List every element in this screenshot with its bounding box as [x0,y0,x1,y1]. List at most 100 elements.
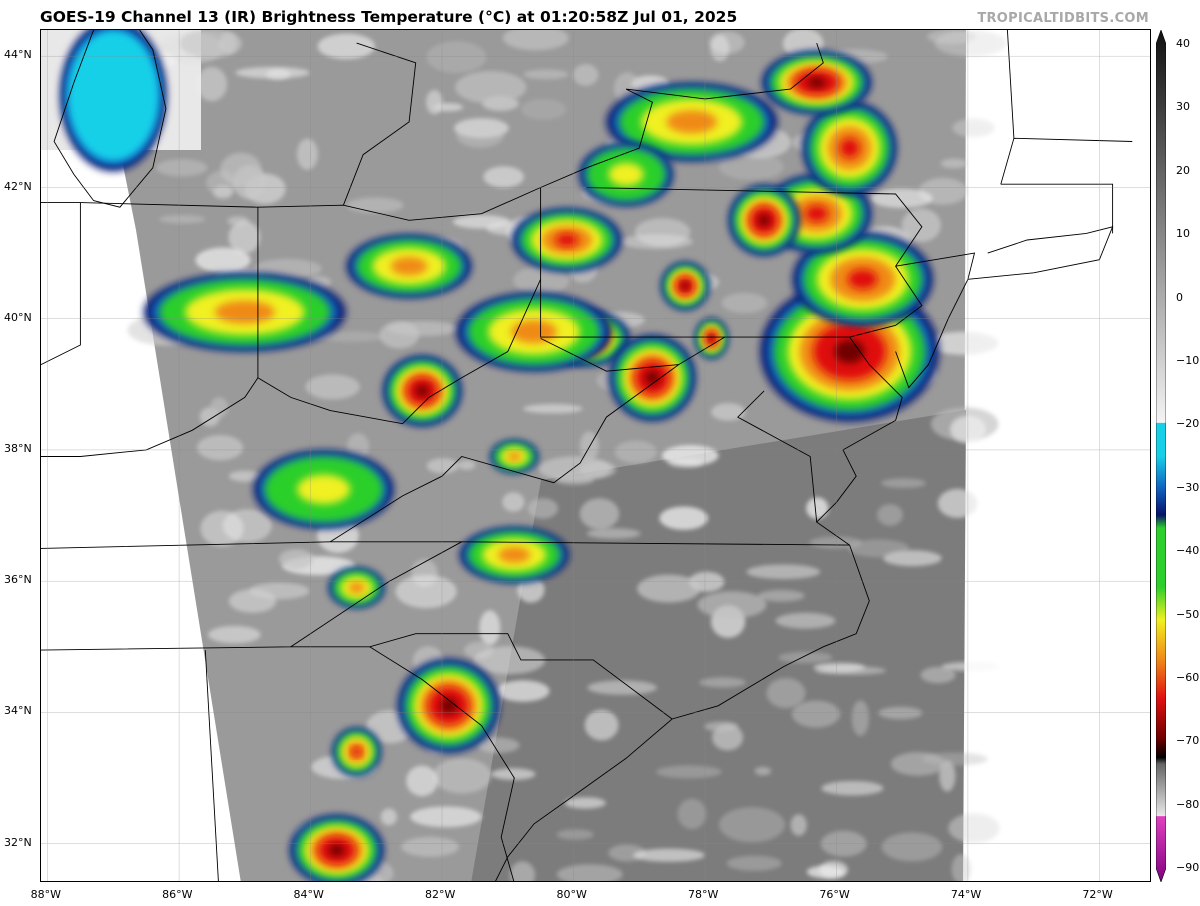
cloud-patch [379,321,420,349]
cloud-patch [456,123,504,148]
boundary-line [540,187,923,338]
boundary-line [1006,30,1015,139]
cloud-patch [940,158,968,169]
colorbar-tick-label: −70 [1176,734,1200,748]
cloud-patch [821,781,884,796]
cloud-patch [927,331,999,355]
boundary-line [41,541,462,651]
cloud-patch [806,865,845,879]
storm-cell-band [498,546,531,563]
cloud-patch [901,208,941,242]
cloud-patch [556,829,594,840]
cloud-patch [782,30,824,59]
cloud-patch [410,806,482,828]
colorbar-tick-label: 40 [1176,37,1190,50]
boundary-line [369,646,515,881]
storm-cell-band [805,205,829,222]
colorbar-tick-label: −90 [1176,861,1200,874]
boundary-line [41,42,824,221]
storm-cell-band [297,474,351,505]
cloud-patch [766,678,806,709]
boundary-line [204,650,219,881]
boundary-line [257,207,542,425]
cloud-patch [677,798,707,830]
cloud-patch [426,41,487,74]
cloud-patch [491,768,536,780]
latitude-tick-label: 44°N [4,48,32,62]
cloud-patch [208,626,261,644]
storm-cell [456,293,612,371]
boundary-line [737,390,818,523]
cloud-patch [513,266,570,295]
colorbar-tick-label: −60 [1176,670,1200,684]
cloud-patch [790,814,807,836]
colorbar-tick-label: −10 [1176,353,1200,367]
storm-cell [347,235,472,298]
cloud-patch [527,498,559,519]
cloud-patch [179,30,242,59]
longitude-tick-label: 74°W [950,888,982,901]
cloud-patch [659,506,708,530]
cloud-patch [952,118,995,138]
cloud-patch [939,760,956,792]
graticule-layer [41,30,1150,881]
latitude-tick-label: 32°N [4,835,32,849]
cloud-patch [200,510,244,547]
storm-cell [460,527,569,582]
cloud-patch [881,478,926,488]
cloud-patch [948,813,1000,843]
source-credit: TROPICALTIDBITS.COM [977,11,1149,26]
cloud-patch [718,153,784,180]
cloud-patch [346,197,404,213]
storm-cell-band [834,339,865,364]
cloud-patch [523,69,569,80]
cloud-patch [934,30,1007,57]
storm-cell-band [440,697,458,714]
colorbar-tick-label: −80 [1176,797,1200,811]
cloud-patch [210,397,229,418]
cloud-patch [395,574,457,609]
storm-cell [144,273,346,351]
colorbar-tick-label: 0 [1176,290,1183,304]
cloud-patch [305,374,360,400]
storm-cell [512,209,622,271]
cloud-patch [523,404,583,414]
longitude-tick-label: 82°W [425,888,456,901]
storm-cell-band [847,269,878,290]
storm-cell-band [390,257,428,276]
storm-cell-band [645,370,660,385]
storm-cell-band [507,451,522,462]
cloud-patch [697,591,767,619]
colorbar-tick-label: −30 [1176,480,1200,494]
cloud-patch [220,152,262,187]
colorbar-tick-label: −40 [1176,544,1200,558]
cloud-patch [881,832,943,862]
cloud-patch [380,808,397,826]
cloud-patch [496,680,550,702]
cloud-patch [721,292,768,314]
storm-cell [398,659,499,753]
colorbar [1156,30,1166,882]
boundary-line [495,420,896,881]
storm-cell-band [839,138,860,158]
cloud-patch [877,504,903,526]
cloud-patch [699,677,746,688]
cloud-patch [317,33,375,60]
colorbar-tick-label: 30 [1176,100,1190,114]
cloud-patch [483,166,524,188]
cloud-patch [452,215,511,229]
cloud-patch [668,458,703,468]
storm-cell [729,185,799,256]
cloud-patch [538,456,611,482]
storm-cell [60,30,167,172]
cloud-patch [411,559,438,588]
colorbar-tick-label: 20 [1176,163,1190,177]
boundary-line [330,364,679,543]
storm-cell-band [348,582,365,594]
latitude-tick-label: 40°N [4,310,32,324]
boundary-line [41,541,850,549]
storm-cell-band [351,746,362,757]
storm-cell [329,568,384,608]
cloud-patch [228,221,261,254]
cloud-patch [228,470,262,482]
